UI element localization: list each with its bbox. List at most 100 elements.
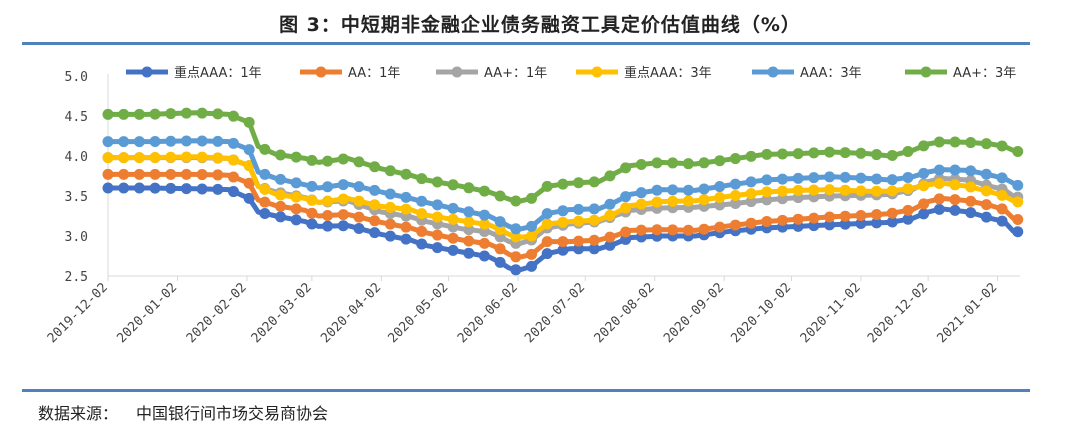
series-marker [682,224,694,236]
series-marker [996,189,1008,201]
series-marker [526,248,538,260]
series-marker [588,203,600,215]
series-marker [165,135,177,147]
series-marker [102,108,114,120]
series-marker [886,174,898,186]
series-marker [212,135,224,147]
series-marker [557,236,569,248]
series-marker [463,224,475,236]
series-marker [133,152,145,164]
series-marker [620,162,632,174]
series-marker [478,218,490,230]
series-marker [463,182,475,194]
series-marker [369,199,381,211]
series-marker [102,136,114,148]
series-marker [682,158,694,170]
x-tick-label: 2020-05-02 [385,280,451,346]
series-marker [698,157,710,169]
series-marker [871,217,883,229]
series-marker [933,203,945,215]
series-marker [651,196,663,208]
series-marker [729,189,741,201]
series-marker [431,242,443,254]
series-marker [698,194,710,206]
series-marker [353,195,365,207]
series-marker [541,180,553,192]
series-marker [557,205,569,217]
series-marker [259,196,271,208]
series-marker [275,189,287,201]
series-marker [165,108,177,120]
source-note: 数据来源： 中国银行间市场交易商协会 [38,400,346,424]
series-marker [400,168,412,180]
series-marker [447,244,459,256]
series-marker [949,136,961,148]
series-marker [620,226,632,238]
series-marker [855,218,867,229]
series-marker [431,229,443,241]
series-marker [620,202,632,214]
series-marker [227,110,239,122]
series-marker [871,173,883,185]
series-marker [337,153,349,165]
series-marker [290,191,302,203]
series-marker [118,168,130,180]
series-marker [776,214,788,226]
series-marker [980,168,992,180]
series-marker [322,210,334,222]
series-marker [855,172,867,184]
series-marker [588,234,600,246]
series-marker [824,219,836,231]
series-marker [714,192,726,203]
series-marker [369,161,381,173]
series-marker [510,231,522,243]
series-marker [745,176,757,188]
series-marker [275,200,287,212]
series-marker [290,151,302,163]
series-marker [337,179,349,191]
series-marker [384,201,396,213]
series-marker [871,149,883,161]
series-marker [1012,196,1024,208]
series-marker [980,185,992,197]
series-marker [792,213,804,225]
series-marker [839,210,851,222]
series-marker [212,169,224,181]
series-marker [698,183,710,195]
series-marker [541,236,553,248]
series-marker [918,167,930,179]
series-marker [478,250,490,262]
series-marker [165,168,177,180]
series-marker [635,158,647,170]
series-marker [463,216,475,228]
series-marker [541,248,553,260]
series-marker [965,207,977,219]
series-marker [384,188,396,200]
x-tick-label: 2020-12-02 [865,280,931,346]
series-marker [102,168,114,180]
series-marker [886,185,898,197]
x-tick-label: 2019-12-02 [45,280,111,346]
series-marker [557,216,569,228]
series-marker [745,196,757,208]
series-marker [886,149,898,161]
series-marker [824,211,836,223]
series-marker [180,135,192,147]
legend-label: 重点AAA：1年 [174,65,262,81]
series-marker [243,116,255,128]
series-marker [400,191,412,203]
series-marker [510,223,522,235]
series-marker [745,188,757,200]
series-marker [180,168,192,180]
source-label: 数据来源： [38,404,119,423]
series-marker [745,150,757,162]
series-marker [275,211,287,223]
series-marker [227,154,239,166]
chart-title: 图 3：中短期非金融企业债务融资工具定价估值曲线（%） [279,14,801,36]
series-marker [918,140,930,152]
series-marker [196,183,208,195]
series-6 [102,107,1024,207]
series-marker [573,243,585,255]
series-marker [839,147,851,159]
